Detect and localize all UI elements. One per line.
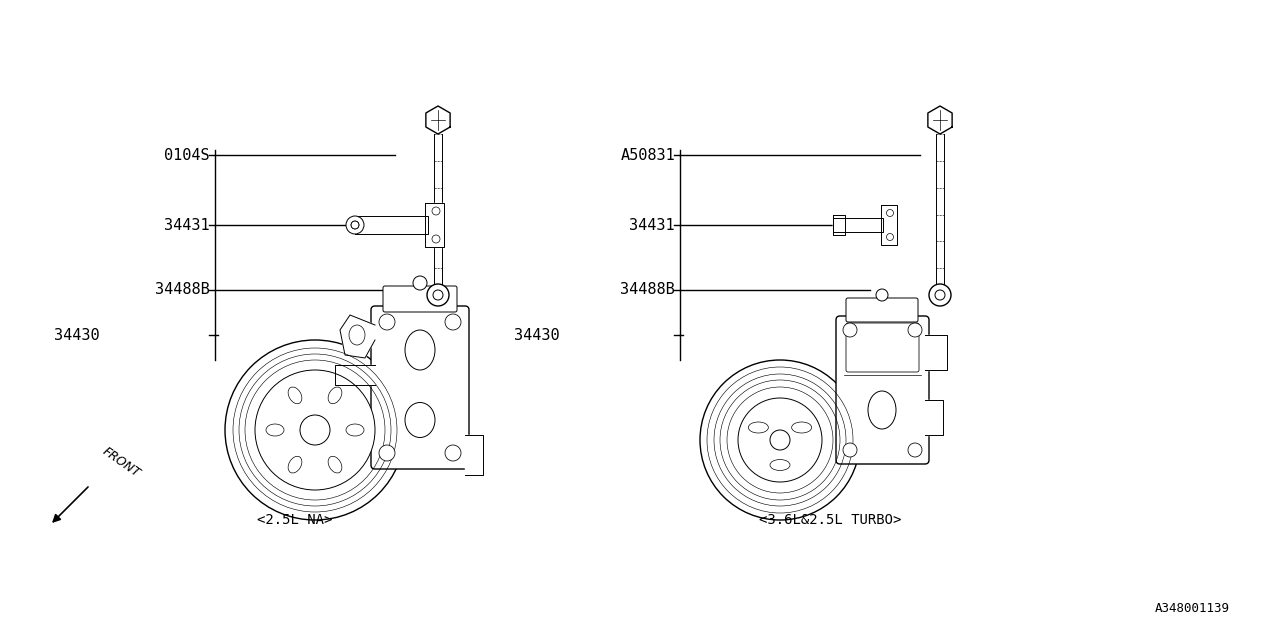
Circle shape bbox=[445, 445, 461, 461]
Circle shape bbox=[887, 209, 893, 216]
Circle shape bbox=[433, 235, 440, 243]
Circle shape bbox=[700, 360, 860, 520]
Circle shape bbox=[929, 284, 951, 306]
Circle shape bbox=[428, 284, 449, 306]
Polygon shape bbox=[833, 218, 883, 232]
Text: 34431: 34431 bbox=[630, 218, 675, 232]
Circle shape bbox=[908, 443, 922, 457]
FancyBboxPatch shape bbox=[846, 323, 919, 372]
Circle shape bbox=[433, 207, 440, 215]
Circle shape bbox=[908, 323, 922, 337]
Ellipse shape bbox=[749, 422, 768, 433]
Text: <2.5L NA>: <2.5L NA> bbox=[257, 513, 333, 527]
Ellipse shape bbox=[288, 456, 302, 473]
Text: 34430: 34430 bbox=[54, 328, 100, 342]
Ellipse shape bbox=[346, 424, 364, 436]
Polygon shape bbox=[833, 215, 845, 235]
Polygon shape bbox=[928, 106, 952, 134]
FancyBboxPatch shape bbox=[846, 298, 918, 322]
Circle shape bbox=[887, 234, 893, 241]
Polygon shape bbox=[426, 106, 451, 134]
FancyBboxPatch shape bbox=[836, 316, 929, 464]
Text: 34430: 34430 bbox=[515, 328, 561, 342]
Text: 34488B: 34488B bbox=[621, 282, 675, 298]
Ellipse shape bbox=[328, 387, 342, 404]
Text: A348001139: A348001139 bbox=[1155, 602, 1230, 615]
Polygon shape bbox=[465, 435, 483, 475]
Ellipse shape bbox=[328, 456, 342, 473]
Polygon shape bbox=[925, 335, 947, 370]
Text: <3.6L&2.5L TURBO>: <3.6L&2.5L TURBO> bbox=[759, 513, 901, 527]
Polygon shape bbox=[425, 203, 444, 247]
Ellipse shape bbox=[771, 460, 790, 470]
Circle shape bbox=[379, 445, 396, 461]
Circle shape bbox=[379, 314, 396, 330]
Circle shape bbox=[346, 216, 364, 234]
Polygon shape bbox=[881, 205, 897, 245]
Text: A50831: A50831 bbox=[621, 147, 675, 163]
Ellipse shape bbox=[791, 422, 812, 433]
Polygon shape bbox=[925, 400, 943, 435]
Circle shape bbox=[255, 370, 375, 490]
Text: 0104S: 0104S bbox=[164, 147, 210, 163]
FancyBboxPatch shape bbox=[383, 286, 457, 312]
Ellipse shape bbox=[288, 387, 302, 404]
Polygon shape bbox=[340, 315, 375, 358]
Circle shape bbox=[739, 398, 822, 482]
Circle shape bbox=[844, 443, 858, 457]
Circle shape bbox=[876, 289, 888, 301]
Polygon shape bbox=[355, 216, 428, 234]
Ellipse shape bbox=[266, 424, 284, 436]
Text: 34488B: 34488B bbox=[155, 282, 210, 298]
Polygon shape bbox=[335, 365, 375, 385]
Circle shape bbox=[844, 323, 858, 337]
Circle shape bbox=[445, 314, 461, 330]
Ellipse shape bbox=[349, 325, 365, 345]
Text: 34431: 34431 bbox=[164, 218, 210, 232]
FancyBboxPatch shape bbox=[371, 306, 468, 469]
Circle shape bbox=[225, 340, 404, 520]
Text: FRONT: FRONT bbox=[100, 445, 142, 480]
Circle shape bbox=[413, 276, 428, 290]
Circle shape bbox=[771, 430, 790, 450]
Circle shape bbox=[300, 415, 330, 445]
